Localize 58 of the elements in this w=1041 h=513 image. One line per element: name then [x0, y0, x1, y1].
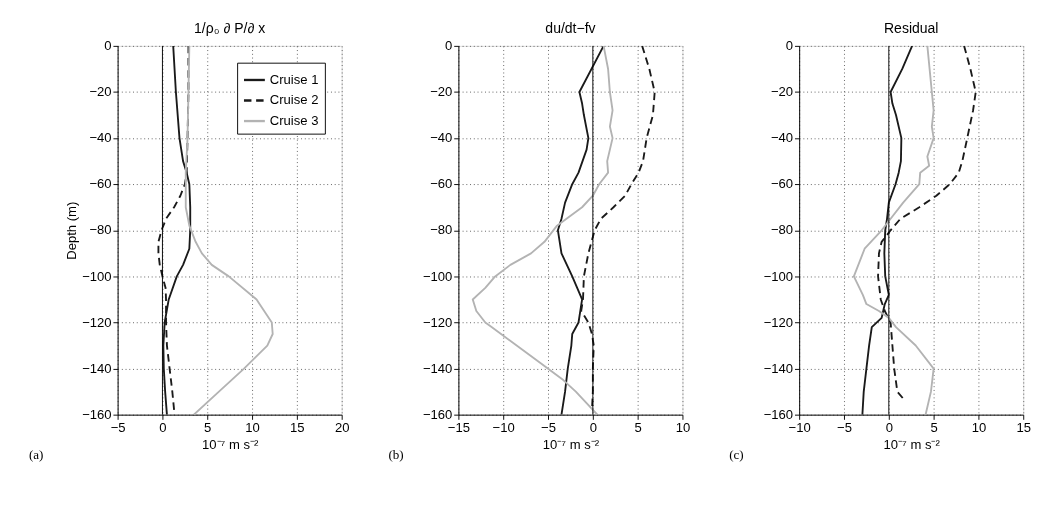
- y-tick-label: −20: [430, 84, 453, 100]
- x-tick-label: 5: [204, 419, 212, 435]
- y-tick-label: 0: [785, 38, 794, 54]
- x-axis-title: 10⁻⁷ m s⁻²: [202, 436, 259, 452]
- y-tick-label: −20: [770, 84, 794, 100]
- y-tick-label: −160: [763, 406, 794, 422]
- x-tick-label: 0: [589, 419, 597, 435]
- y-tick-label: −40: [430, 130, 453, 146]
- y-tick-label: −140: [82, 360, 112, 376]
- legend-label: Cruise 1: [269, 71, 319, 87]
- x-tick-label: 5: [930, 419, 938, 435]
- y-tick-label: −120: [82, 314, 112, 330]
- chart-title: du/dt−fv: [545, 19, 596, 36]
- y-tick-label: −100: [763, 268, 794, 284]
- y-tick-label: −160: [82, 406, 112, 422]
- x-tick-label: 20: [334, 419, 350, 435]
- y-tick-label: −40: [770, 130, 794, 146]
- legend-label: Cruise 3: [269, 112, 319, 128]
- y-tick-label: −100: [422, 268, 453, 284]
- y-tick-label: 0: [445, 38, 453, 54]
- y-tick-label: −140: [763, 360, 794, 376]
- chart-title: 1/ρ₀ ∂ P/∂ x: [194, 19, 266, 36]
- y-tick-label: −160: [422, 406, 453, 422]
- x-axis-title: 10⁻⁷ m s⁻²: [542, 436, 600, 452]
- y-tick-label: −100: [82, 268, 112, 284]
- y-tick-label: −80: [430, 222, 453, 238]
- text: (a): [28, 446, 44, 462]
- x-tick-label: 0: [159, 419, 167, 435]
- x-tick-label: 10: [971, 419, 987, 435]
- x-tick-label: −15: [447, 419, 470, 435]
- y-tick-label: −60: [430, 176, 453, 192]
- x-axis-title: 10⁻⁷ m s⁻²: [883, 436, 941, 452]
- y-tick-label: −80: [89, 222, 112, 238]
- x-tick-label: −5: [837, 419, 852, 435]
- x-tick-label: 5: [634, 419, 642, 435]
- y-tick-label: −60: [770, 176, 794, 192]
- x-tick-label: −5: [110, 419, 126, 435]
- x-tick-label: 0: [885, 419, 893, 435]
- y-tick-label: −120: [422, 314, 453, 330]
- y-tick-label: −120: [763, 314, 794, 330]
- x-tick-label: −5: [541, 419, 556, 435]
- x-tick-label: 15: [1016, 419, 1031, 435]
- chart-title: Residual: [883, 19, 939, 36]
- legend-label: Cruise 2: [269, 92, 319, 108]
- x-tick-label: −10: [492, 419, 515, 435]
- text: (c): [729, 446, 744, 462]
- x-tick-label: 15: [290, 419, 305, 435]
- y-tick-label: −20: [89, 84, 112, 100]
- y-tick-label: −60: [89, 176, 112, 192]
- x-tick-label: 10: [245, 419, 260, 435]
- y-tick-label: 0: [104, 38, 112, 54]
- x-tick-label: −10: [788, 419, 811, 435]
- y-axis-title: Depth (m): [63, 201, 79, 260]
- x-tick-label: 10: [675, 419, 691, 435]
- text: (b): [388, 446, 404, 462]
- y-tick-label: −140: [422, 360, 453, 376]
- y-tick-label: −40: [89, 130, 112, 146]
- y-tick-label: −80: [770, 222, 794, 238]
